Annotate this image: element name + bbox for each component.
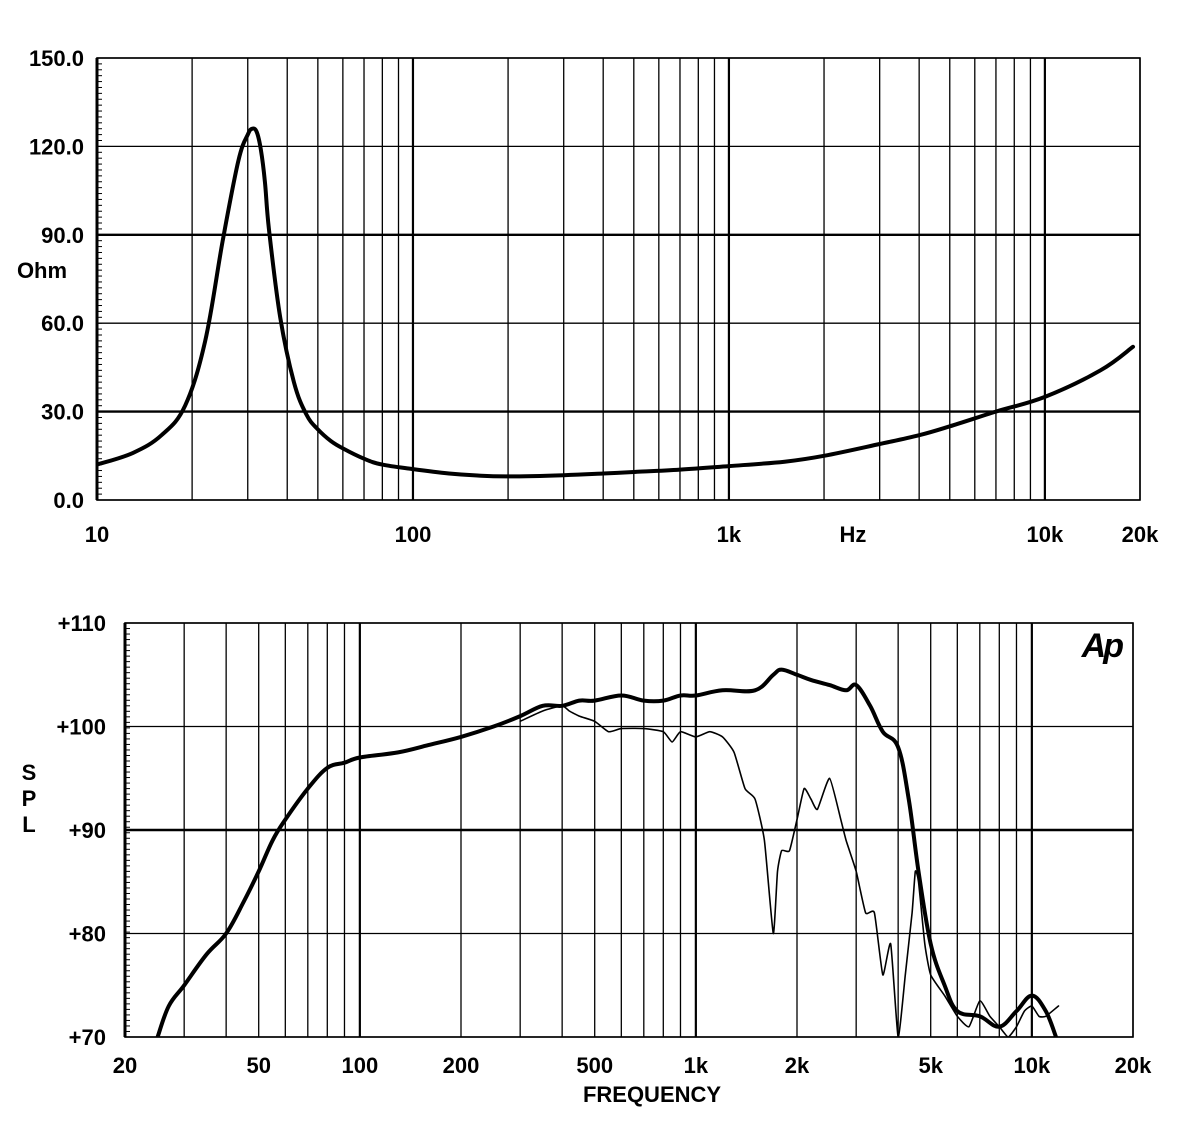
x-tick-label: 5k [918, 1053, 943, 1078]
x-axis-label: FREQUENCY [583, 1082, 721, 1107]
y-tick-label: +90 [69, 818, 106, 843]
x-tick-label: 20 [113, 1053, 137, 1078]
x-tick-label: 50 [246, 1053, 270, 1078]
series-line-1 [155, 667, 1058, 1037]
x-tick-label: 10k [1013, 1053, 1050, 1078]
y-tick-label: +100 [56, 715, 106, 740]
y-axis-label: S [22, 760, 37, 785]
x-tick-label: 20k [1115, 1053, 1152, 1078]
x-tick-label: 2k [785, 1053, 810, 1078]
plot-frame [96, 57, 1141, 501]
chart-1: 0.0 30.0 60.0 90.0 120.0 150.0 10 100 1k 10k 20k Oh… [17, 46, 1159, 547]
series-line-1 [97, 126, 1135, 479]
x-tick-label: 10k [1027, 522, 1064, 547]
y-axis-label: L [22, 812, 35, 837]
y-tick-label: +70 [69, 1025, 106, 1050]
x-axis-label: Hz [840, 522, 867, 547]
series-group [155, 667, 1060, 1037]
y-tick-label: 0.0 [53, 488, 84, 513]
x-tick-label: 1k [684, 1053, 709, 1078]
grid [95, 57, 1141, 501]
x-tick-label: 100 [341, 1053, 378, 1078]
chart-2: +70 +80 +90 +100 +110 20 50 100 200 500 1k 2k 5k 10k 2… [22, 611, 1152, 1107]
series-line-2 [519, 705, 1060, 1037]
y-tick-label: +110 [58, 611, 106, 636]
x-tick-label: 500 [576, 1053, 613, 1078]
y-tick-label: 120.0 [29, 134, 84, 159]
x-tick-label: 20k [1122, 522, 1159, 547]
y-tick-label: 150.0 [29, 46, 84, 71]
x-tick-label: 200 [443, 1053, 480, 1078]
x-tick-label: 10 [85, 522, 109, 547]
x-tick-label: 1k [717, 522, 742, 547]
series-group [97, 126, 1135, 479]
ap-logo: Ap [1081, 627, 1124, 665]
y-tick-label: 60.0 [41, 311, 84, 336]
y-tick-label: +80 [69, 922, 106, 947]
y-axis-label: P [22, 786, 37, 811]
y-tick-label: 30.0 [41, 400, 84, 425]
x-tick-label: 100 [395, 522, 432, 547]
y-tick-label: 90.0 [41, 223, 84, 248]
y-axis-label: Ohm [17, 258, 67, 283]
